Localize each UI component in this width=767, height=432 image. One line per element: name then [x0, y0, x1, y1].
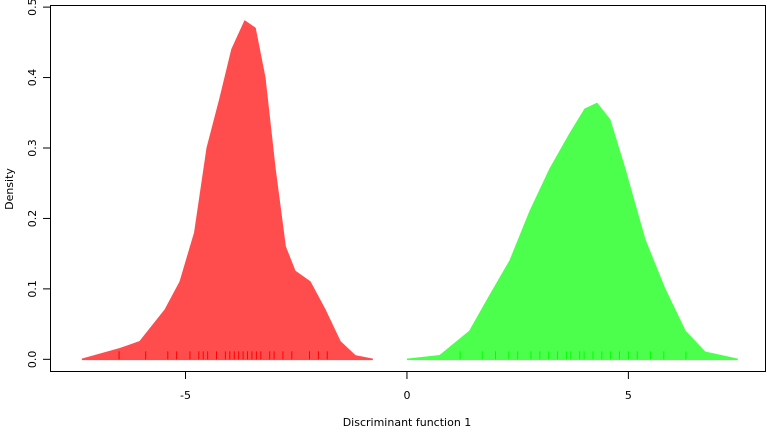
- plot-frame: [50, 5, 766, 372]
- density-area: [406, 102, 738, 361]
- y-tick-label: 0.5: [26, 0, 39, 16]
- x-axis-label: Discriminant function 1: [343, 416, 472, 428]
- y-tick-label: 0.3: [26, 139, 39, 157]
- x-tick-label: -5: [180, 389, 191, 402]
- density-area: [81, 20, 373, 361]
- x-tick-label: 5: [625, 389, 632, 402]
- y-tick-label: 0.4: [26, 69, 39, 87]
- y-tick-label: 0.0: [26, 351, 39, 369]
- y-axis-label: Density: [3, 168, 16, 210]
- y-tick-label: 0.1: [26, 280, 39, 298]
- x-tick-label: 0: [403, 389, 410, 402]
- y-tick-label: 0.2: [26, 210, 39, 228]
